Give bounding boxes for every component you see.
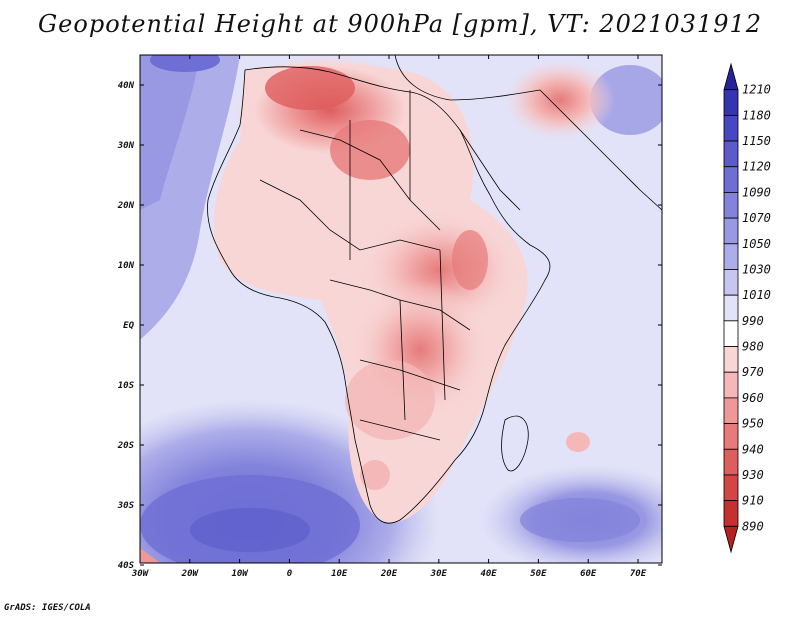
lat-label: 30S (117, 501, 135, 511)
lat-label: 20N (117, 201, 135, 211)
colorbar-swatch (723, 474, 739, 502)
colorbar-label: 890 (742, 519, 764, 533)
colorbar-label: 910 (742, 494, 764, 508)
colorbar-label: 990 (742, 314, 764, 328)
lon-label: 60E (580, 569, 597, 579)
colorbar-swatch (723, 346, 739, 373)
colorbar-label: 1120 (742, 160, 771, 174)
colorbar-cap-bottom (723, 525, 739, 554)
colorbar-label: 940 (742, 442, 764, 456)
grads-credit: GrADS: IGES/COLA (4, 603, 91, 613)
lat-label: EQ (123, 321, 134, 331)
colorbar-label: 1070 (742, 211, 771, 225)
colorbar-swatch (723, 397, 739, 424)
colorbar-label: 1050 (742, 237, 771, 251)
colorbar-label: 1180 (742, 108, 771, 122)
colorbar-label: 1090 (742, 185, 771, 199)
colorbar-label: 1010 (742, 288, 771, 302)
lat-label: 10N (118, 261, 135, 271)
colorbar-swatch (723, 371, 739, 399)
lon-label: 10E (331, 569, 348, 579)
colorbar-swatch (723, 192, 739, 219)
colorbar-swatch (723, 320, 739, 347)
colorbar-swatch (723, 89, 739, 116)
lat-label: 40N (118, 81, 135, 91)
colorbar-label: 1210 (742, 83, 771, 97)
lon-label: 20W (181, 569, 200, 579)
map-title: Geopotential Height at 900hPa [gpm], VT:… (38, 10, 762, 38)
colorbar-swatch (723, 166, 739, 193)
coastlines (207, 55, 662, 524)
lon-label: 30W (131, 569, 150, 579)
colorbar-swatch (723, 269, 739, 296)
colorbar-label: 950 (742, 417, 764, 431)
colorbar-label: 960 (742, 391, 764, 405)
colorbar-swatch (723, 423, 739, 450)
colorbar-cap-top (723, 62, 739, 91)
lon-label: 50E (530, 569, 547, 579)
lat-label: 20S (117, 441, 135, 451)
colorbar-label: 1030 (742, 262, 771, 276)
colorbar-swatch (723, 294, 739, 322)
height-field (140, 55, 662, 563)
colorbar-label: 970 (742, 365, 764, 379)
lon-label: 70E (630, 569, 647, 579)
latitude-labels: 40N 30N 20N 10N EQ 10S 20S 30S 40S (117, 81, 662, 571)
colorbar-swatch (723, 140, 739, 168)
map-frame (139, 54, 663, 564)
colorbar-swatch (723, 217, 739, 245)
lon-label: 30E (430, 569, 448, 579)
lat-label: 30N (117, 141, 135, 151)
lon-label: 40E (480, 569, 497, 579)
colorbar-swatch (723, 448, 739, 476)
colorbar-swatch (723, 500, 739, 527)
colorbar-swatch (723, 243, 739, 270)
colorbar-label: 930 (742, 468, 764, 482)
colorbar-swatch (723, 114, 739, 142)
lon-label: 20E (380, 569, 398, 579)
longitude-labels: 30W 20W 10W 0 10E 20E 30E 40E 50E 60E 70E (131, 55, 647, 579)
colorbar: 1210 1180 1150 1120 1090 1070 1050 1030 1010 990 9… (723, 62, 771, 554)
lat-label: 40S (118, 561, 135, 571)
colorbar-label: 1150 (742, 134, 771, 148)
lon-label: 0 (287, 569, 293, 579)
lon-label: 10W (231, 569, 249, 579)
lat-label: 10S (118, 381, 135, 391)
colorbar-label: 980 (742, 340, 764, 354)
